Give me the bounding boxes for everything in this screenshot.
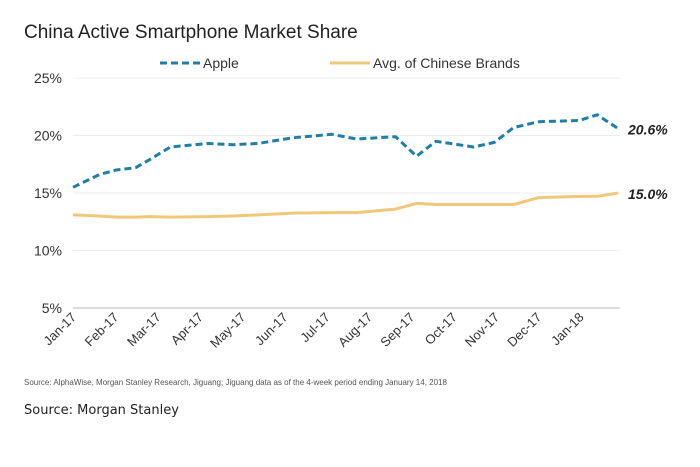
x-tick-label: Oct-17 (422, 310, 460, 348)
x-tick-label: Sep-17 (377, 310, 417, 350)
x-tick-label: Feb-17 (82, 310, 122, 350)
x-tick-label: Jul-17 (297, 310, 333, 346)
y-tick-label: 25% (34, 70, 62, 86)
legend-label: Apple (203, 55, 239, 71)
series-line-apple (72, 113, 619, 189)
x-tick-label: Jan-18 (548, 310, 587, 349)
y-tick-label: 20% (34, 128, 62, 144)
x-tick-label: Apr-17 (168, 310, 206, 348)
footnote: Source: AlphaWise, Morgan Stanley Resear… (24, 378, 447, 387)
x-tick-label: Aug-17 (335, 310, 375, 350)
legend-label: Avg. of Chinese Brands (373, 55, 520, 71)
x-tick-label: May-17 (207, 310, 248, 351)
chart-title: China Active Smartphone Market Share (24, 22, 358, 43)
source-label: Source: Morgan Stanley (24, 403, 179, 418)
x-tick-label: Dec-17 (504, 310, 544, 350)
y-tick-label: 5% (42, 300, 62, 316)
end-value-label: 15.0% (628, 186, 668, 202)
y-tick-label: 15% (34, 185, 62, 201)
x-tick-label: Mar-17 (124, 310, 164, 350)
x-tick-label: Nov-17 (462, 310, 502, 350)
end-value-label: 20.6% (627, 122, 668, 138)
series-line-chinese-brands (72, 191, 619, 219)
x-tick-label: Jun-17 (252, 310, 291, 349)
y-tick-label: 10% (34, 243, 62, 259)
